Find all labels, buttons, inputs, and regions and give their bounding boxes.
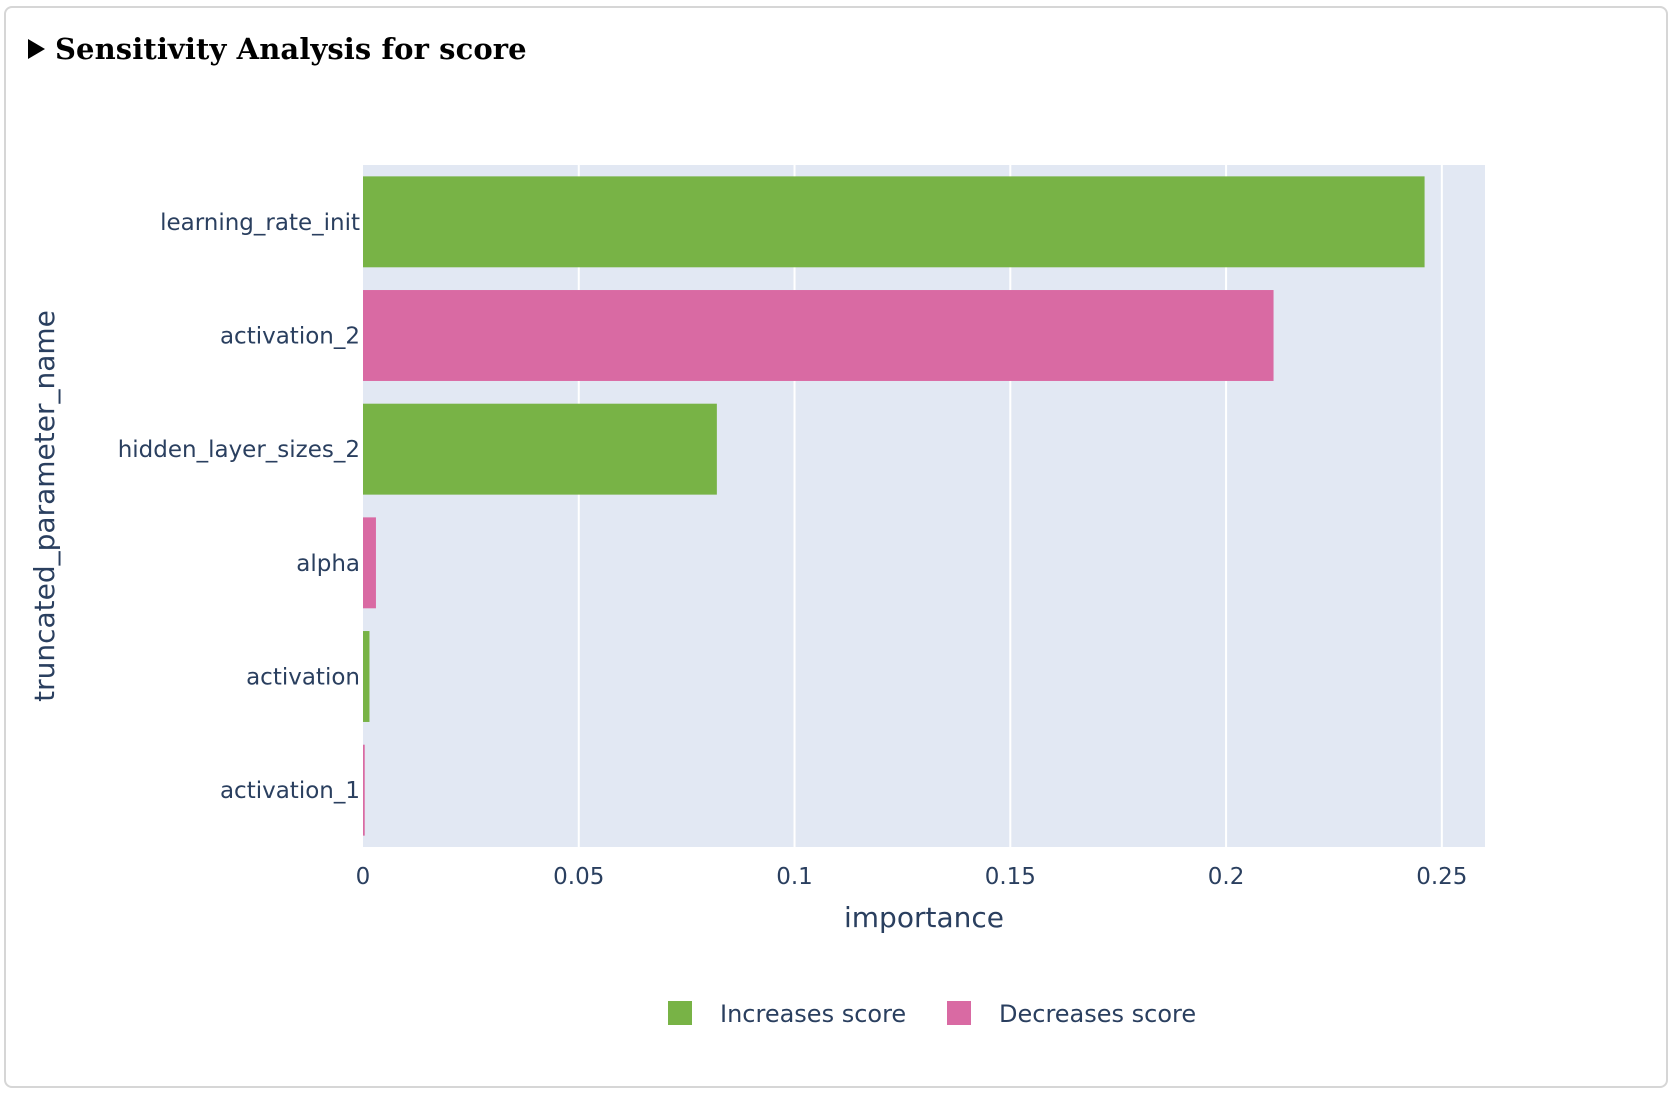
bar-hidden-layer-sizes-2[interactable]	[363, 403, 717, 495]
bar-alpha[interactable]	[363, 517, 376, 609]
section-title: Sensitivity Analysis for score	[55, 32, 527, 66]
legend-label-decreases: Decreases score	[999, 1000, 1196, 1028]
x-tick-label: 0.1	[776, 864, 813, 890]
bar-activation-2[interactable]	[363, 290, 1274, 381]
bar-activation-1[interactable]	[363, 744, 365, 836]
legend-swatch-decreases	[947, 1001, 971, 1025]
y-axis-ticks: learning_rate_init activation_2 hidden_lay…	[118, 210, 360, 804]
x-axis-ticks: 0 0.05 0.1 0.15 0.2 0.25	[356, 864, 1468, 890]
legend-label-increases: Increases score	[720, 1000, 906, 1028]
legend-item-increases[interactable]: Increases score	[668, 1000, 906, 1028]
y-tick-label: activation_1	[220, 778, 360, 804]
bars	[363, 176, 1425, 836]
x-axis-title: importance	[844, 901, 1004, 934]
plot-area	[363, 165, 1485, 847]
legend: Increases score Decreases score	[668, 1000, 1196, 1028]
bar-learning-rate-init[interactable]	[363, 176, 1425, 268]
y-tick-label: activation	[246, 665, 360, 691]
expand-triangle-icon	[28, 39, 45, 59]
x-gridlines	[577, 165, 1443, 847]
y-tick-label: activation_2	[220, 324, 360, 350]
y-axis-title: truncated_parameter_name	[28, 310, 61, 702]
legend-item-decreases[interactable]: Decreases score	[947, 1000, 1196, 1028]
x-tick-label: 0.2	[1208, 864, 1245, 890]
x-tick-label: 0.25	[1416, 864, 1467, 890]
bar-activation[interactable]	[363, 631, 370, 722]
y-tick-label: hidden_layer_sizes_2	[118, 437, 360, 463]
y-tick-label: learning_rate_init	[160, 210, 360, 236]
x-tick-label: 0	[356, 864, 371, 890]
x-tick-label: 0.15	[985, 864, 1036, 890]
legend-swatch-increases	[668, 1001, 692, 1025]
details-summary-toggle[interactable]: Sensitivity Analysis for score	[28, 32, 527, 66]
x-tick-label: 0.05	[553, 864, 604, 890]
y-tick-label: alpha	[296, 551, 360, 577]
